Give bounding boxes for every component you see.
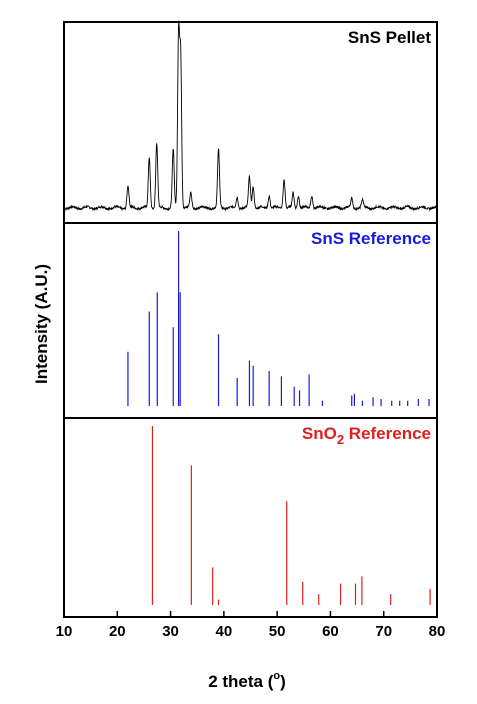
panel-label-tail: Reference (344, 424, 431, 443)
x-axis: 10 20 30 40 50 60 70 80 (56, 611, 446, 640)
y-axis-title: Intensity (A.U.) (32, 264, 51, 384)
pattern-line-pellet (63, 20, 438, 212)
panel-label-pellet: SnS Pellet (348, 28, 431, 47)
x-axis-title: 2 theta (o) (208, 670, 286, 691)
panel-frame-sns-ref (63, 222, 438, 419)
panel-label-subscript: 2 (337, 432, 344, 447)
x-tick-label-60: 60 (322, 623, 339, 640)
x-tick-label-10: 10 (56, 623, 73, 640)
panel-label-text: SnS Pellet (348, 28, 431, 47)
panel-pellet: SnS Pellet (63, 20, 438, 224)
panel-label-text: SnO (302, 424, 337, 443)
x-tick-label-80: 80 (429, 623, 446, 640)
panel-label-sns-ref: SnS Reference (311, 229, 431, 248)
x-tick-label-40: 40 (216, 623, 233, 640)
x-tick-label-70: 70 (375, 623, 392, 640)
x-tick-label-30: 30 (162, 623, 179, 640)
panel-sns-ref: SnS Reference (63, 222, 438, 419)
panels-group: SnS Pellet SnS Reference SnO2 Reference (63, 20, 438, 618)
x-tick-label-20: 20 (109, 623, 126, 640)
panel-label-text: SnS Reference (311, 229, 431, 248)
panel-sno2-ref: SnO2 Reference (63, 417, 438, 618)
x-tick-label-50: 50 (269, 623, 286, 640)
panel-frame-sno2-ref (63, 417, 438, 618)
panel-label-sno2-ref: SnO2 Reference (302, 424, 431, 447)
